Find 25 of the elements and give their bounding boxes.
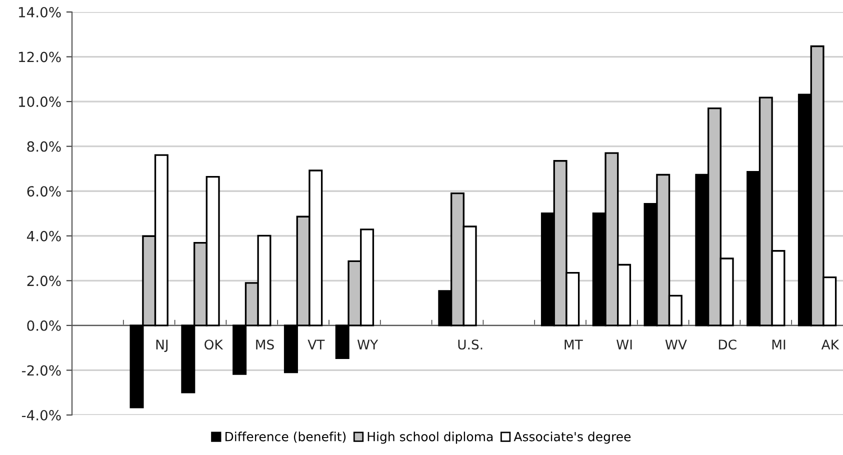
x-tick-label: DC [718,340,736,350]
x-tick-label: NJ [156,340,168,352]
x-tick-label: VT [308,340,325,350]
x-tick-label: MT [564,340,583,350]
y-tick-label: 2.0% [27,276,61,286]
y-tick-label: -4.0% [22,410,61,420]
x-tick-label: AK [821,340,840,350]
y-tick-label: -2.0% [22,365,61,376]
x-tick-label: WY [357,340,378,350]
x-tick-label: OK [204,340,224,350]
y-tick-label: 6.0% [27,186,61,197]
legend-label: High school diploma [368,432,493,444]
x-tick-label: MS [256,340,274,350]
y-tick-label: 4.0% [26,230,61,242]
x-tick-label: WI [616,340,632,350]
x-tick-label: WV [665,340,687,350]
legend-label: Difference (benefit) [225,432,346,443]
y-tick-label: 10.0% [18,96,61,108]
x-tick-label: MI [772,340,786,350]
y-tick-label: 12.0% [18,52,61,62]
legend-label: Associate's degree [514,432,631,444]
y-tick-label: 0.0% [27,320,61,331]
y-tick-label: 14.0% [18,6,61,18]
y-tick-label: 8.0% [27,141,61,152]
x-tick-label: U.S. [458,340,482,350]
